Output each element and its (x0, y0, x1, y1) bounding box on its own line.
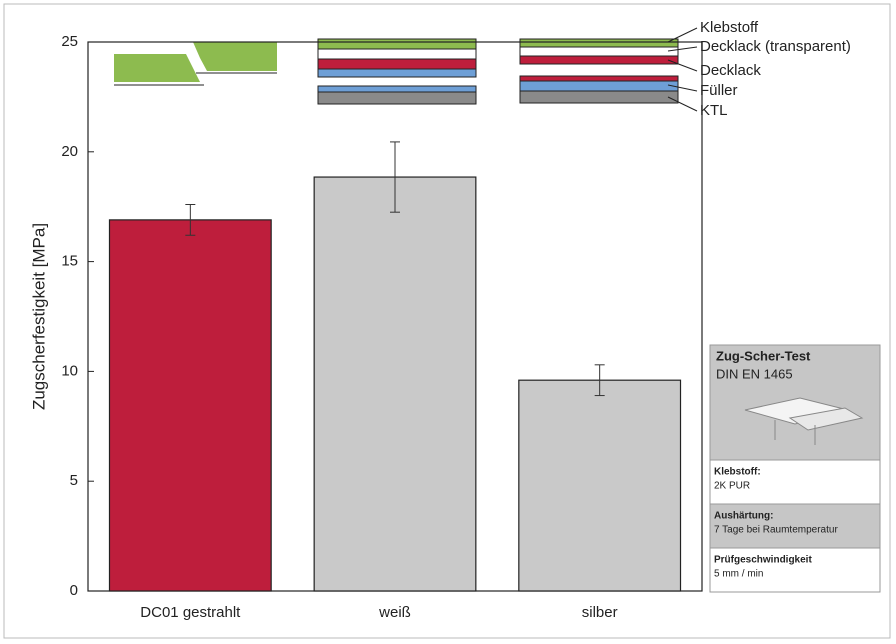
y-tick-label: 25 (61, 33, 78, 50)
y-tick-label: 10 (61, 362, 78, 379)
layer-label: Füller (700, 82, 738, 99)
y-tick-label: 15 (61, 253, 78, 270)
bar (108, 219, 272, 592)
bar (518, 379, 682, 592)
info-title: Zug-Scher-Test (716, 348, 811, 363)
bar (313, 176, 477, 592)
layer-label: KTL (700, 102, 728, 119)
y-axis-label: Zugscherfestigkeit [MPa] (29, 223, 48, 410)
y-tick-label: 5 (70, 472, 78, 489)
info-key: Prüfgeschwindigkeit (714, 555, 812, 566)
layer-label: Klebstoff (700, 19, 759, 36)
y-tick-label: 0 (70, 582, 78, 599)
info-standard: DIN EN 1465 (716, 366, 793, 381)
layer-label: Decklack (700, 62, 761, 79)
info-value: 7 Tage bei Raumtemperatur (714, 525, 838, 536)
info-key: Aushärtung: (714, 511, 773, 522)
x-tick-label: silber (582, 604, 618, 621)
layer-diagrams (114, 27, 698, 112)
layer-label: Decklack (transparent) (700, 38, 851, 55)
info-value: 2K PUR (714, 481, 750, 492)
x-tick-label: weiß (378, 604, 411, 621)
info-key: Klebstoff: (714, 467, 761, 478)
x-tick-label: DC01 gestrahlt (140, 604, 241, 621)
y-tick-label: 20 (61, 143, 78, 160)
info-box (709, 344, 881, 593)
info-value: 5 mm / min (714, 569, 763, 580)
